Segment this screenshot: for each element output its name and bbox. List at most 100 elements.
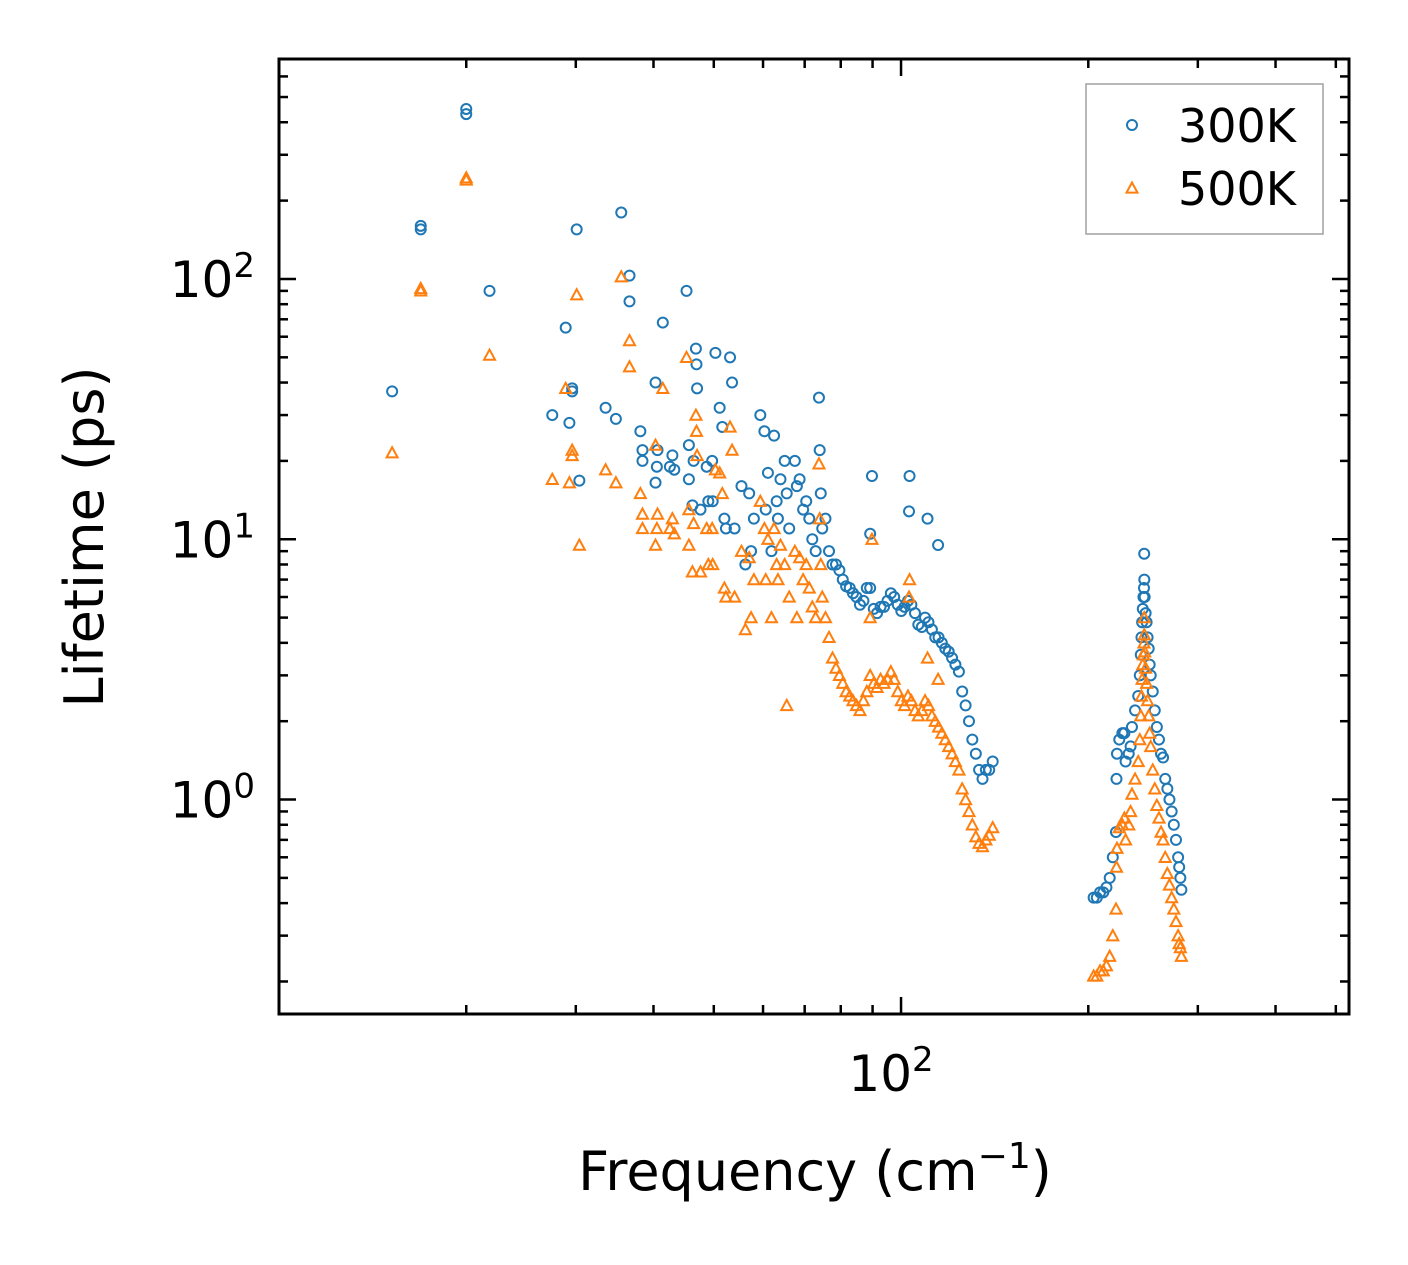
legend-marker-300K xyxy=(1126,119,1138,131)
data-point xyxy=(724,442,740,456)
data-point xyxy=(932,539,945,552)
data-point xyxy=(563,416,576,429)
data-point xyxy=(956,685,969,698)
data-point xyxy=(706,495,719,508)
data-point xyxy=(813,444,826,457)
data-point xyxy=(689,342,702,355)
data-point xyxy=(761,466,774,479)
y-tick-label: 101 xyxy=(170,506,255,569)
data-point xyxy=(386,385,399,398)
data-point xyxy=(949,658,962,671)
data-point xyxy=(982,827,997,841)
data-point xyxy=(802,580,817,594)
data-point xyxy=(821,629,837,643)
data-point xyxy=(482,347,497,361)
data-point xyxy=(649,476,662,489)
data-point xyxy=(573,474,586,487)
data-point xyxy=(668,463,681,476)
data-point xyxy=(768,429,781,442)
data-point xyxy=(667,526,682,540)
data-point xyxy=(780,487,793,500)
data-point xyxy=(1145,762,1160,776)
data-point xyxy=(986,755,999,768)
data-point xyxy=(681,537,697,551)
data-point xyxy=(979,763,992,776)
data-point xyxy=(1174,871,1187,884)
data-point xyxy=(1137,644,1152,658)
data-point xyxy=(795,571,811,586)
data-point xyxy=(662,520,678,535)
data-point xyxy=(812,511,827,525)
x-axis-label: Frequency (cm−1) xyxy=(578,1136,1052,1203)
data-point xyxy=(1143,738,1158,753)
data-point xyxy=(901,589,917,603)
data-point xyxy=(903,469,916,482)
data-point xyxy=(754,409,767,422)
legend-box xyxy=(1085,83,1324,235)
data-point xyxy=(460,108,473,121)
data-point xyxy=(459,170,474,184)
data-point xyxy=(615,206,628,219)
data-point xyxy=(962,715,975,728)
data-point xyxy=(829,558,842,571)
data-point xyxy=(1162,877,1177,891)
data-point xyxy=(813,556,828,571)
data-point xyxy=(787,543,803,557)
data-point xyxy=(689,447,705,462)
data-point xyxy=(862,610,878,624)
data-point xyxy=(694,503,707,516)
data-point xyxy=(1133,708,1148,722)
data-point xyxy=(1137,627,1152,641)
data-point xyxy=(742,550,757,564)
data-point xyxy=(719,522,732,535)
data-point xyxy=(968,829,984,843)
data-point xyxy=(1167,818,1180,831)
data-point xyxy=(921,512,934,525)
data-point xyxy=(689,423,704,437)
data-point xyxy=(1125,720,1138,733)
data-point xyxy=(874,600,887,613)
data-point xyxy=(460,102,473,115)
data-point xyxy=(1149,797,1165,812)
data-point xyxy=(887,671,902,685)
data-point xyxy=(1138,547,1151,560)
data-point xyxy=(413,280,428,295)
data-point xyxy=(709,346,722,359)
data-point xyxy=(903,505,916,518)
legend-label-500K: 500K xyxy=(1178,162,1298,216)
data-point xyxy=(865,469,878,482)
data-point xyxy=(783,522,796,535)
data-point xyxy=(1117,810,1132,824)
data-point xyxy=(832,667,847,682)
data-point xyxy=(1157,751,1170,764)
legend: 300K 500K xyxy=(1085,83,1324,235)
data-point xyxy=(789,610,805,624)
legend-items: 300K 500K xyxy=(1124,99,1298,216)
data-point xyxy=(726,376,739,389)
data-point xyxy=(706,454,719,467)
data-point xyxy=(1112,820,1127,834)
data-point xyxy=(546,409,559,422)
data-point xyxy=(747,512,760,525)
data-point xyxy=(942,645,955,658)
data-point xyxy=(704,520,720,535)
data-point xyxy=(1138,591,1151,604)
data-point xyxy=(758,425,771,438)
data-point xyxy=(799,556,814,571)
data-point xyxy=(884,587,897,600)
data-point xyxy=(649,520,665,535)
data-point xyxy=(902,571,917,586)
data-point xyxy=(1132,731,1147,746)
data-point xyxy=(959,699,972,712)
data-point xyxy=(862,667,878,682)
data-point xyxy=(948,753,963,768)
data-point xyxy=(1110,772,1123,785)
data-point xyxy=(985,820,1000,834)
data-point xyxy=(1124,786,1140,800)
data-point xyxy=(859,683,874,698)
data-point xyxy=(746,571,762,586)
data-point xyxy=(793,473,806,486)
data-point xyxy=(941,738,956,753)
data-point xyxy=(1109,859,1124,873)
